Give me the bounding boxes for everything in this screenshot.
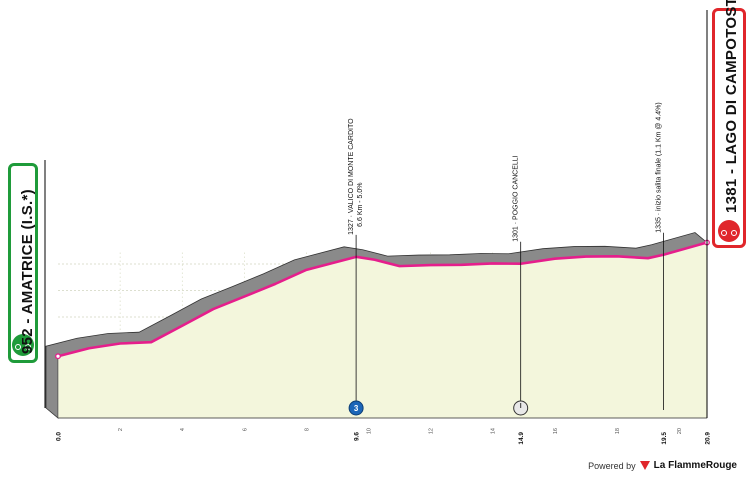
km-marker-label: 14.9 xyxy=(518,432,525,445)
profile-area xyxy=(45,232,710,419)
start-label: 952 - AMATRICE (I.S.*) xyxy=(19,189,36,354)
annotation-label: 1335 · inizio salita finale (1.1 Km @ 4.… xyxy=(656,102,663,232)
x-tick-label: 10 xyxy=(367,428,373,434)
annotation-label: 1301 · POGGIO CANCELLI xyxy=(513,155,520,241)
km-marker-label: 0.0 xyxy=(56,432,63,441)
x-tick-label: 8 xyxy=(304,428,310,431)
start-point xyxy=(55,353,61,360)
annotation-label: 1327 · VALICO DI MONTE CARDITO xyxy=(348,118,355,235)
x-tick-label: 12 xyxy=(429,428,435,434)
profile-line xyxy=(57,241,708,358)
x-tick-label: 6 xyxy=(242,428,248,431)
x-tick-label: 4 xyxy=(180,428,186,431)
x-tick-label: 2 xyxy=(118,428,124,431)
x-tick-label: 16 xyxy=(553,428,559,434)
x-tick-label: 14 xyxy=(491,428,497,434)
finish-bike-icon xyxy=(718,220,740,242)
kom-category: 3 xyxy=(354,404,359,413)
flamme-rouge-logo-icon xyxy=(639,461,650,470)
finish-label-box: 1381 - LAGO DI CAMPOTOSTO xyxy=(712,0,746,248)
profile-annotations: 1327 · VALICO DI MONTE CARDITO 6.6 Km - 5… xyxy=(348,102,664,416)
x-tick-label: 20 xyxy=(677,428,683,434)
powered-by-brand: La FlammeRouge xyxy=(653,460,737,471)
powered-by-text: Powered by xyxy=(588,460,636,471)
start-label-box: 952 - AMATRICE (I.S.*) xyxy=(8,163,38,363)
powered-by: Powered by La FlammeRouge xyxy=(588,460,737,471)
start-bike-icon xyxy=(12,334,34,356)
km-marker-label: 20.9 xyxy=(705,432,712,445)
finish-label: 1381 - LAGO DI CAMPOTOSTO xyxy=(723,0,740,213)
x-tick-label: 18 xyxy=(615,428,621,434)
km-marker-label: 9.6 xyxy=(354,432,361,441)
kom-icon xyxy=(348,400,364,416)
km-marker-label: 19.5 xyxy=(661,432,668,445)
x-axis-ticks: 2 4 6 8 10 12 14 16 18 20 0.0 9.6 14.9 19.5 20.9 xyxy=(44,10,712,445)
annotation-sublabel: 6.6 Km - 5.0% xyxy=(357,182,364,226)
